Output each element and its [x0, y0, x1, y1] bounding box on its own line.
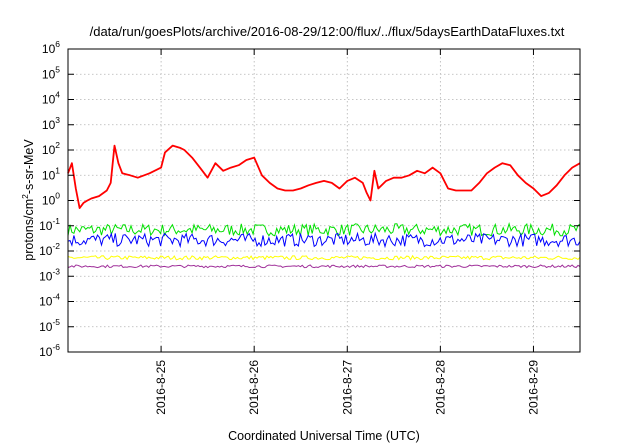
y-tick-exponent: 1	[55, 165, 60, 175]
y-tick-base: 10	[39, 345, 53, 359]
y-tick-base: 10	[39, 320, 53, 334]
y-tick-exponent: -5	[52, 317, 60, 327]
x-tick-label: 2016-8-27	[340, 360, 354, 415]
y-tick-label: 100	[42, 191, 60, 208]
y-tick-exponent: -3	[52, 266, 60, 276]
grid-lines	[68, 49, 580, 352]
y-tick-label: 10-6	[39, 342, 60, 359]
y-tick-base: 10	[42, 194, 56, 208]
x-axis-label: Coordinated Universal Time (UTC)	[228, 429, 420, 443]
y-tick-base: 10	[39, 295, 53, 309]
y-tick-exponent: 3	[55, 115, 60, 125]
y-tick-base: 10	[42, 93, 56, 107]
y-tick-exponent: 5	[55, 64, 60, 74]
y-tick-base: 10	[42, 67, 56, 81]
flux-series-line	[67, 231, 581, 249]
flux-series-line	[67, 222, 581, 238]
y-tick-label: 103	[42, 115, 60, 132]
y-tick-label: 101	[42, 165, 60, 182]
chart-title: /data/run/goesPlots/archive/2016-08-29/1…	[90, 24, 565, 39]
flux-series-line	[67, 254, 581, 261]
y-axis-label-main: protons/cm	[22, 199, 36, 261]
y-axis: 10-610-510-410-310-210-11001011021031041…	[39, 39, 580, 359]
y-tick-label: 104	[42, 90, 60, 107]
x-tick-label: 2016-8-28	[433, 360, 447, 415]
y-tick-base: 10	[39, 219, 53, 233]
y-tick-exponent: 6	[55, 39, 60, 49]
y-tick-exponent: -4	[52, 292, 60, 302]
y-tick-exponent: 4	[55, 90, 60, 100]
y-tick-label: 10-4	[39, 292, 60, 309]
y-tick-exponent: -6	[52, 342, 60, 352]
y-axis-label: protons/cm2-s-sr-MeV	[20, 139, 36, 261]
y-tick-exponent: -2	[52, 241, 60, 251]
y-tick-exponent: 0	[55, 191, 60, 201]
proton-flux-line	[67, 144, 581, 209]
y-tick-label: 105	[42, 64, 60, 81]
y-tick-label: 102	[42, 140, 60, 157]
y-tick-base: 10	[42, 168, 56, 182]
y-axis-label-rest: -s-sr-MeV	[22, 139, 36, 195]
x-tick-label: 2016-8-25	[154, 360, 168, 415]
y-tick-base: 10	[42, 42, 56, 56]
y-tick-base: 10	[39, 269, 53, 283]
y-axis-label-sup: 2	[20, 194, 30, 199]
y-tick-exponent: -1	[52, 216, 60, 226]
x-axis: 2016-8-25 2016-8-26 2016-8-27 2016-8-28 2016…	[154, 49, 540, 415]
y-tick-label: 10-2	[39, 241, 60, 258]
y-tick-label: 10-5	[39, 317, 60, 334]
x-tick-label: 2016-8-26	[247, 360, 261, 415]
y-tick-base: 10	[39, 244, 53, 258]
y-tick-exponent: 2	[55, 140, 60, 150]
data-series	[67, 144, 581, 269]
y-tick-base: 10	[42, 143, 56, 157]
y-tick-label: 106	[42, 39, 60, 56]
y-tick-base: 10	[42, 118, 56, 132]
y-tick-label: 10-1	[39, 216, 60, 233]
flux-series-line	[67, 264, 581, 269]
x-tick-label: 2016-8-29	[526, 360, 540, 415]
y-tick-label: 10-3	[39, 266, 60, 283]
